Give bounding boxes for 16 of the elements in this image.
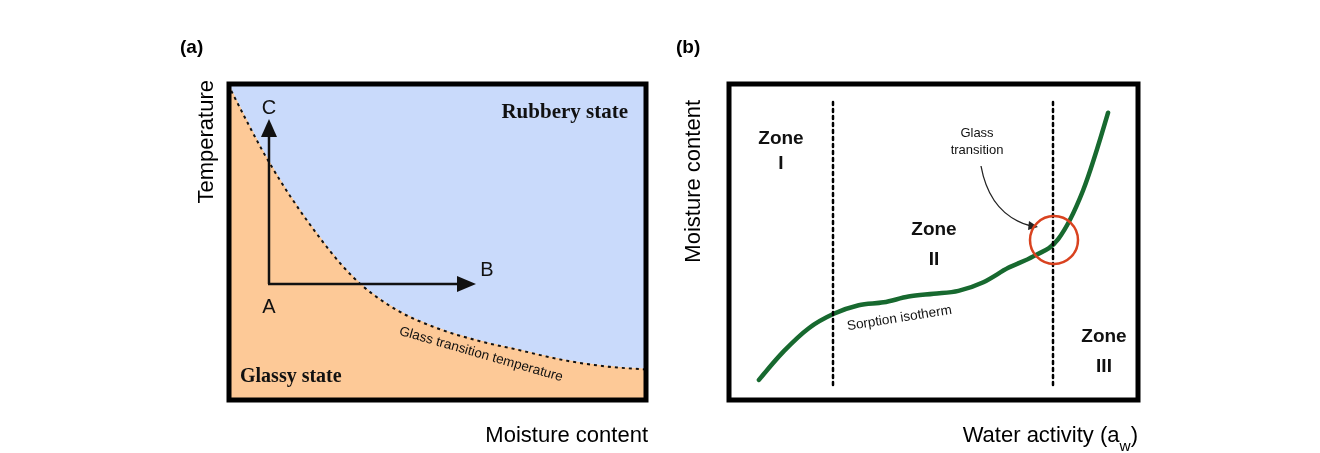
- annotation: Zone III: [1081, 325, 1127, 376]
- annotation: Glass transition: [950, 125, 1004, 157]
- chart-title: (a): [180, 36, 204, 57]
- annotation: B: [480, 258, 494, 280]
- annotation: Zone I: [758, 127, 804, 173]
- annotation: Zone II: [911, 218, 957, 269]
- annotation: C: [261, 96, 277, 118]
- y-axis-title: Moisture content: [680, 100, 705, 263]
- series-label: Glassy state: [240, 364, 342, 387]
- series-label: Rubbery state: [501, 99, 628, 123]
- y-axis-title: Temperature: [193, 80, 218, 204]
- x-axis-title: Water activity (a$_{w}$): [962, 422, 1138, 453]
- text: Sorption isotherm: [845, 301, 953, 334]
- x-axis-title: Moisture content: [485, 422, 648, 447]
- chart-title: (b): [676, 36, 701, 57]
- annotation: A: [262, 295, 277, 317]
